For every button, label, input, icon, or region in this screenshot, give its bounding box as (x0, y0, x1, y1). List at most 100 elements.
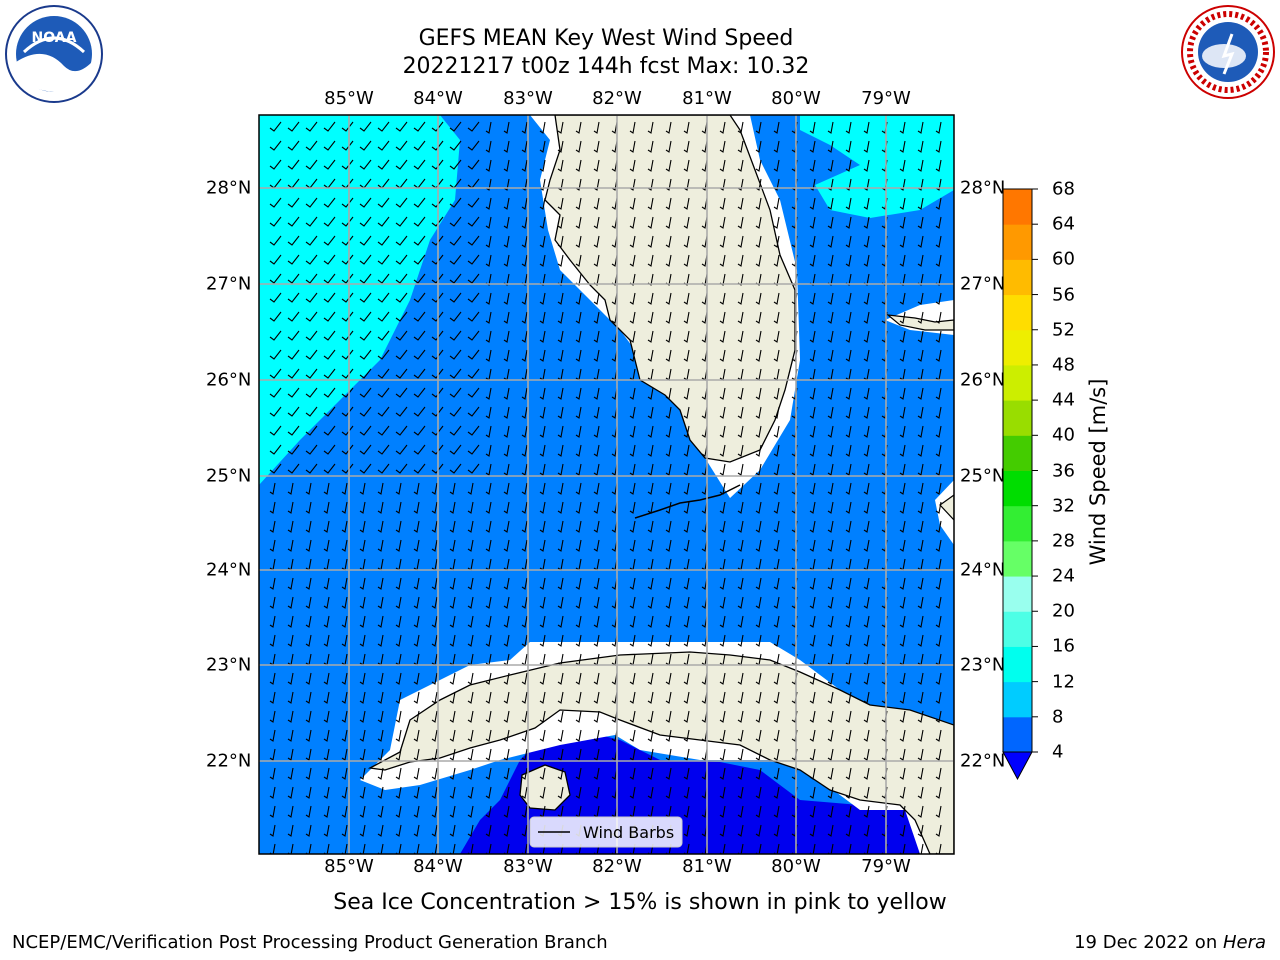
wind-barb (341, 121, 354, 132)
wind-barb (431, 197, 444, 208)
wind-barb (359, 805, 366, 818)
wind-barb (539, 330, 546, 343)
wind-barb (341, 159, 354, 170)
wind-barb (737, 482, 744, 495)
wind-barb (845, 311, 852, 324)
lat-tick-label: 24°N (960, 559, 1006, 581)
wind-barb (359, 254, 372, 265)
lon-tick-label: 85°W (324, 88, 374, 109)
wind-barb (269, 482, 276, 495)
wind-barb (575, 577, 582, 590)
wind-barb (377, 235, 390, 246)
wind-barb (305, 691, 312, 704)
colorbar-tick-label: 32 (1052, 495, 1075, 517)
wind-barb (377, 292, 390, 303)
wind-barb (719, 482, 726, 495)
wind-barb (413, 482, 420, 495)
wind-barb (719, 824, 726, 837)
wind-barb (557, 748, 564, 761)
wind-barb (503, 729, 510, 742)
wind-barb (413, 311, 426, 322)
wind-barb (737, 539, 744, 552)
wind-barb (899, 330, 906, 343)
wind-barb (557, 463, 564, 476)
wind-barb (341, 273, 354, 284)
wind-barb (863, 235, 870, 248)
wind-barb (683, 786, 690, 799)
wind-barb (521, 501, 528, 514)
wind-barb (629, 520, 636, 533)
wind-barb (737, 520, 744, 533)
wind-barb (431, 387, 444, 398)
wind-barb (413, 596, 420, 609)
colorbar-tick-label: 28 (1052, 530, 1075, 552)
wind-barb (845, 482, 852, 495)
wind-barb (593, 349, 600, 362)
wind-barb (575, 121, 582, 134)
wind-barb (287, 121, 300, 132)
wind-barb (395, 330, 408, 341)
wind-barb (485, 710, 492, 723)
wind-barb (395, 311, 408, 322)
wind-barb (737, 805, 744, 818)
wind-barb (647, 748, 654, 761)
wind-barb (377, 539, 384, 552)
map-frame (258, 114, 955, 855)
wind-barb (647, 767, 654, 780)
wind-barb (539, 710, 546, 723)
wind-barb (287, 273, 300, 284)
wind-barb (539, 577, 546, 590)
wind-barb (719, 292, 726, 305)
wind-barb (431, 805, 438, 818)
wind-barb (863, 349, 870, 362)
wind-barb (305, 444, 318, 455)
wind-barb (341, 349, 354, 360)
map-subtitle: 20221217 t00z 144h fcst Max: 10.32 (402, 54, 810, 79)
colorbar-tick-label: 12 (1052, 671, 1075, 693)
wind-barb (917, 330, 924, 343)
wind-barb (305, 805, 312, 818)
wind-barb (683, 121, 690, 134)
wind-barb (665, 425, 672, 438)
wind-barb (305, 634, 312, 647)
wind-barb (593, 311, 600, 324)
wind-barb (935, 786, 942, 799)
wind-barb (755, 786, 762, 799)
wind-barb (827, 444, 834, 457)
wind-barb (665, 349, 672, 362)
wind-barb (863, 748, 870, 761)
wind-barb (647, 349, 654, 362)
wind-barb (341, 520, 348, 533)
wind-barb (863, 482, 870, 495)
wind-barb (503, 805, 510, 818)
wind-barb (413, 273, 426, 284)
wind-barb (395, 577, 402, 590)
wind-barb (341, 311, 354, 322)
wind-barb (647, 406, 654, 419)
wind-barb (305, 767, 312, 780)
wind-barb (773, 387, 780, 400)
wind-barb (809, 710, 816, 723)
wind-barb (377, 805, 384, 818)
wind-barb (719, 691, 726, 704)
wind-barb (935, 444, 942, 457)
wind-barb (467, 311, 480, 322)
wind-barb (323, 748, 330, 761)
wind-barb (773, 444, 780, 457)
wind-barb (269, 767, 276, 780)
wind-barb (503, 710, 510, 723)
wind-barb (719, 786, 726, 799)
wind-barb (341, 406, 354, 417)
wind-barb (629, 444, 636, 457)
wind-barb (593, 235, 600, 248)
wind-barb (917, 691, 924, 704)
wind-barb (575, 748, 582, 761)
colorbar-tick-label: 20 (1052, 600, 1075, 622)
wind-barb (827, 406, 834, 419)
wind-barb (503, 691, 510, 704)
wind-barb (863, 159, 870, 172)
wind-barb (773, 140, 780, 153)
wind-barb (773, 805, 780, 818)
wind-barb (755, 615, 762, 628)
wind-barb (665, 539, 672, 552)
